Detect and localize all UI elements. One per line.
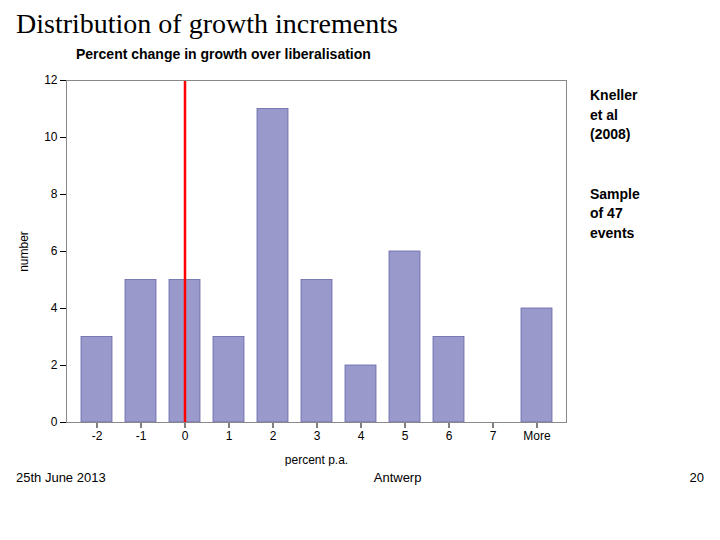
svg-text:4: 4 <box>51 301 58 315</box>
svg-text:1: 1 <box>226 429 233 443</box>
svg-text:6: 6 <box>446 429 453 443</box>
svg-text:0: 0 <box>51 415 58 429</box>
svg-text:10: 10 <box>44 130 58 144</box>
svg-text:-2: -2 <box>92 429 103 443</box>
svg-text:2: 2 <box>270 429 277 443</box>
svg-text:number: number <box>17 231 31 272</box>
svg-text:7: 7 <box>490 429 497 443</box>
html-text:Sample of 47 events: Sample of 47 events <box>590 185 640 241</box>
svg-text:4: 4 <box>358 429 365 443</box>
svg-text:12: 12 <box>44 73 58 87</box>
svg-text:3: 3 <box>314 429 321 443</box>
svg-text:More: More <box>523 429 551 443</box>
svg-text:percent p.a.: percent p.a. <box>285 453 348 467</box>
html-text:Percent change in growth over: Percent change in growth over liberalisa… <box>76 46 371 62</box>
html-text:20: 20 <box>689 470 704 485</box>
html-text:25th June 2013: 25th June 2013 <box>16 470 106 485</box>
svg-text:2: 2 <box>51 358 58 372</box>
html-text:Kneller et al (2008): Kneller et al (2008) <box>590 87 638 143</box>
html-text:Distribution of growth increme: Distribution of growth increments <box>16 8 398 39</box>
svg-text:0: 0 <box>182 429 189 443</box>
svg-text:-1: -1 <box>136 429 147 443</box>
svg-text:6: 6 <box>51 244 58 258</box>
svg-text:8: 8 <box>51 187 58 201</box>
svg-text:5: 5 <box>402 429 409 443</box>
html-text:Antwerp: Antwerp <box>373 470 422 485</box>
